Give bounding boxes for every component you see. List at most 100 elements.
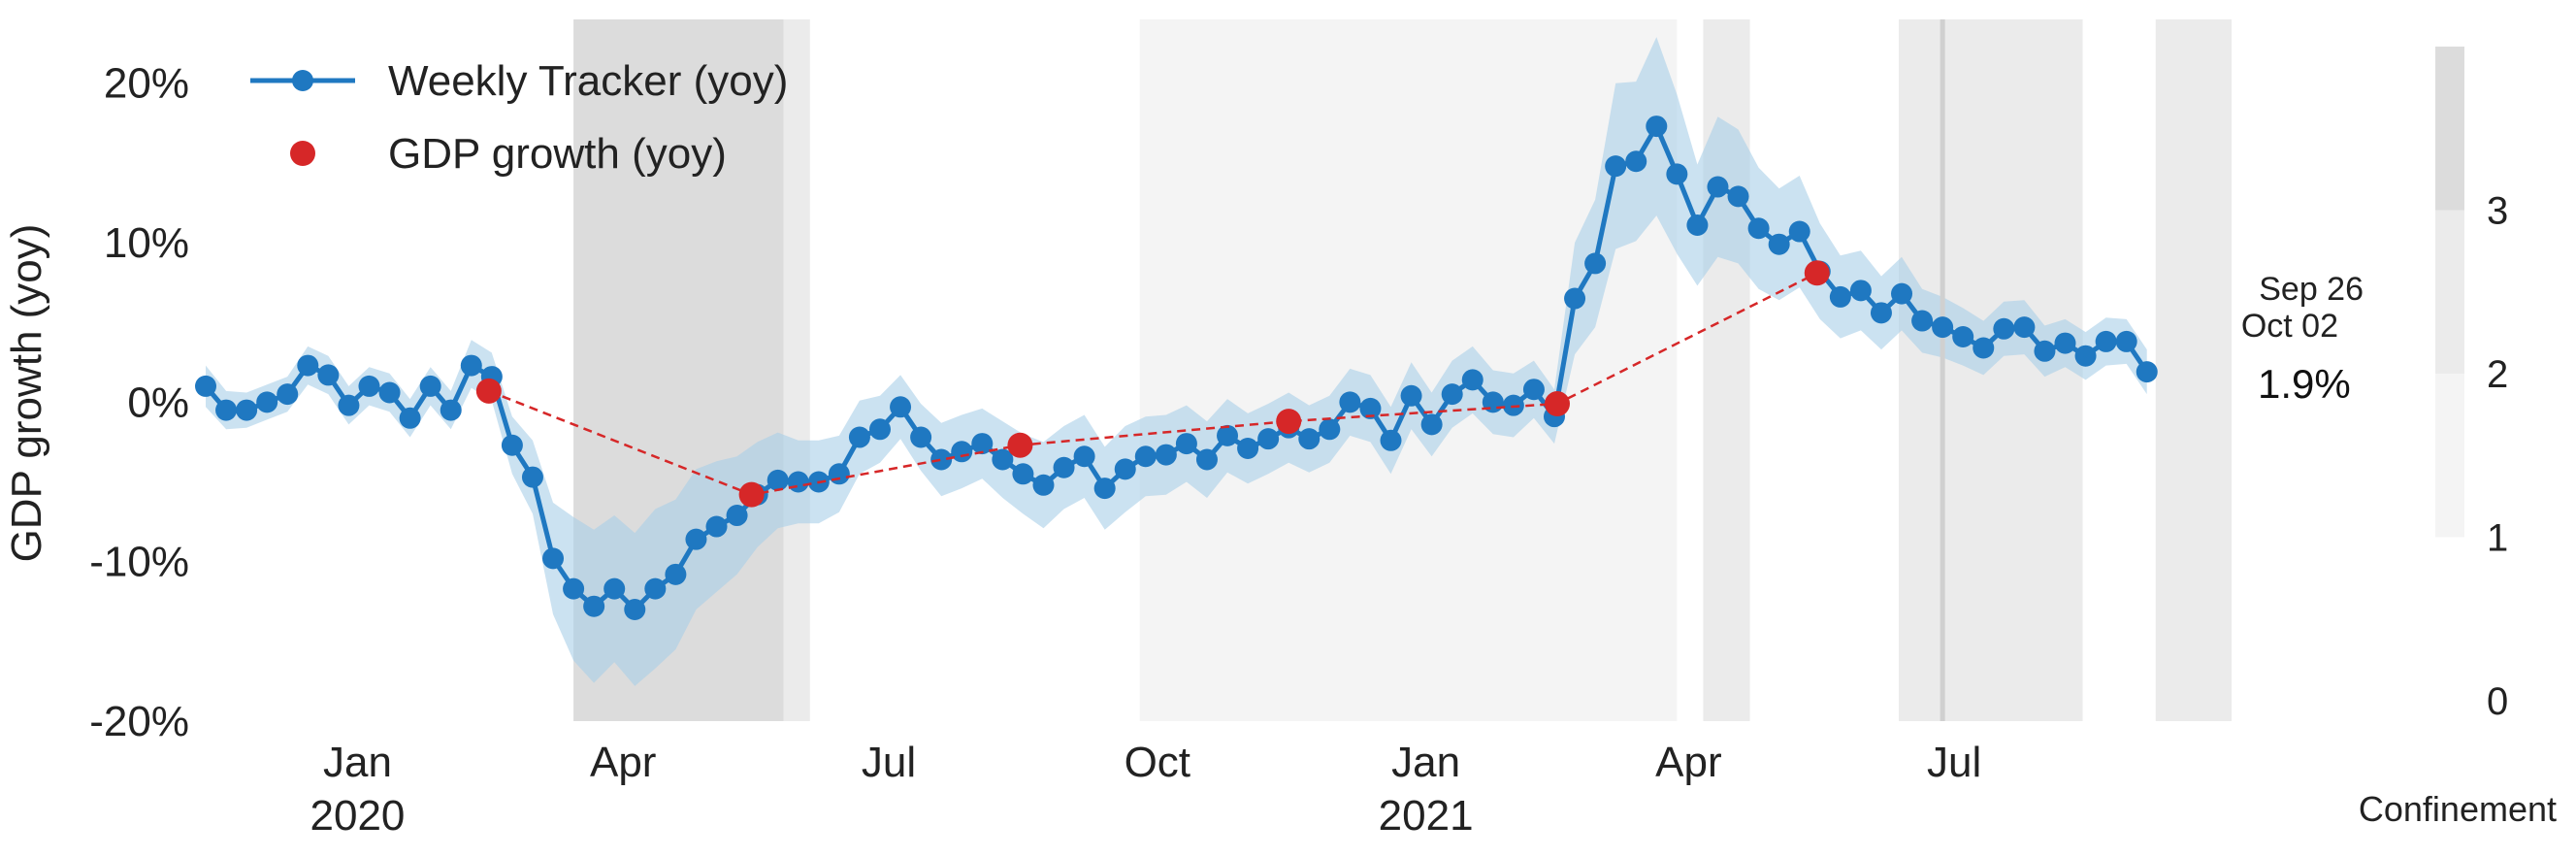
tracker-point-2020-03-15 bbox=[563, 577, 585, 600]
x-tick-label-1: Apr bbox=[590, 739, 656, 786]
tracker-point-2020-11-29 bbox=[1319, 418, 1341, 441]
tracker-point-2021-07-04 bbox=[1952, 325, 1974, 347]
tracker-point-2020-10-04 bbox=[1155, 444, 1177, 466]
x-tick-label-5: Apr bbox=[1655, 739, 1721, 786]
tracker-point-2019-12-15 bbox=[297, 354, 319, 377]
legend-item-gdp: GDP growth (yoy) bbox=[290, 130, 727, 178]
gdp-point-2021-02-15 bbox=[1545, 391, 1571, 417]
confinement-period-2 bbox=[783, 19, 810, 721]
tracker-point-2020-10-18 bbox=[1195, 448, 1218, 471]
tracker-point-2020-12-13 bbox=[1359, 397, 1382, 419]
tracker-point-2020-04-26 bbox=[685, 528, 707, 550]
tracker-point-2021-07-18 bbox=[1993, 317, 2015, 340]
colorbar-segment-3 bbox=[2435, 47, 2464, 211]
legend: Weekly Tracker (yoy) GDP growth (yoy) bbox=[250, 57, 788, 178]
tracker-point-2021-08-01 bbox=[2034, 340, 2056, 362]
tracker-point-2021-07-11 bbox=[1973, 337, 1995, 359]
tracker-point-2020-08-30 bbox=[1053, 456, 1075, 478]
confidence-band-layer bbox=[206, 37, 2147, 686]
tracker-point-2020-11-01 bbox=[1237, 438, 1259, 460]
tracker-point-2020-08-23 bbox=[1032, 474, 1055, 496]
annotation-latest-value: 1.9% bbox=[2258, 361, 2351, 407]
tracker-point-2020-09-06 bbox=[1073, 445, 1095, 468]
tracker-point-2021-04-25 bbox=[1747, 217, 1770, 240]
weekly-tracker-series bbox=[195, 115, 2158, 620]
tracker-point-2020-11-22 bbox=[1298, 428, 1321, 450]
tracker-point-2019-12-22 bbox=[317, 364, 340, 386]
colorbar-segment-2 bbox=[2435, 210, 2464, 374]
tracker-point-2020-04-05 bbox=[624, 598, 646, 620]
tracker-point-2020-05-10 bbox=[726, 505, 748, 527]
tracker-point-2020-05-03 bbox=[705, 515, 728, 538]
tracker-point-2021-03-21 bbox=[1646, 115, 1668, 138]
y-tick-label-0: -20% bbox=[89, 698, 189, 745]
gdp-dashed-line bbox=[488, 272, 1818, 496]
tracker-point-2020-09-20 bbox=[1114, 458, 1136, 480]
tracker-point-2020-08-09 bbox=[992, 448, 1014, 471]
annotation-date-2: Oct 02 bbox=[2241, 308, 2338, 345]
gdp-point-2020-02-15 bbox=[475, 378, 502, 404]
tracker-point-2021-07-25 bbox=[2013, 316, 2036, 339]
tracker-point-2020-08-02 bbox=[971, 433, 994, 455]
tracker-point-2021-08-29 bbox=[2115, 330, 2137, 352]
legend-gdp-label: GDP growth (yoy) bbox=[388, 130, 727, 178]
legend-gdp-dot-icon bbox=[290, 141, 315, 166]
tracker-point-2021-04-18 bbox=[1727, 185, 1749, 208]
colorbar-tick-2: 2 bbox=[2487, 353, 2508, 396]
x-axis: Jan 2020 Apr Jul Oct Jan 2021 Apr Jul bbox=[310, 739, 1982, 840]
tracker-point-2021-06-06 bbox=[1870, 302, 1892, 324]
tracker-point-2021-01-03 bbox=[1420, 413, 1443, 436]
tracker-point-2020-06-21 bbox=[848, 426, 870, 448]
tracker-point-2021-06-13 bbox=[1891, 282, 1913, 305]
tracker-point-2021-01-17 bbox=[1461, 369, 1484, 391]
tracker-point-2021-04-04 bbox=[1686, 214, 1709, 236]
tracker-point-2020-12-20 bbox=[1380, 429, 1402, 451]
x-tick-label-0: Jan bbox=[323, 739, 392, 786]
colorbar-tick-0: 0 bbox=[2487, 680, 2508, 723]
tracker-point-2020-12-27 bbox=[1400, 384, 1422, 407]
tracker-point-2019-11-17 bbox=[215, 399, 238, 421]
tracker-point-2021-06-20 bbox=[1911, 310, 1934, 332]
gdp-point-2021-05-15 bbox=[1804, 260, 1830, 286]
tracker-point-2019-12-29 bbox=[338, 394, 360, 416]
confinement-colorbar: 0 1 2 3 bbox=[2435, 47, 2508, 723]
tracker-point-2020-08-16 bbox=[1012, 463, 1034, 485]
tracker-point-2020-12-06 bbox=[1339, 391, 1361, 413]
tracker-point-2020-04-12 bbox=[644, 577, 667, 600]
tracker-point-2021-02-07 bbox=[1522, 379, 1545, 401]
y-axis: -20% -10% 0% 10% 20% bbox=[89, 60, 189, 745]
tracker-point-2020-04-19 bbox=[665, 563, 687, 585]
colorbar-segment-1 bbox=[2435, 374, 2464, 538]
tracker-point-2020-02-23 bbox=[501, 434, 523, 456]
legend-tracker-label: Weekly Tracker (yoy) bbox=[388, 57, 788, 105]
annotation-date-1: Sep 26 bbox=[2259, 271, 2364, 308]
tracker-point-2019-11-24 bbox=[236, 399, 258, 421]
tracker-point-2020-05-24 bbox=[766, 469, 789, 491]
tracker-point-2021-05-09 bbox=[1788, 220, 1810, 243]
tracker-point-2019-12-01 bbox=[256, 391, 278, 413]
y-tick-label-1: -10% bbox=[89, 539, 189, 586]
tracker-point-2020-01-05 bbox=[358, 375, 380, 397]
tracker-point-2020-06-14 bbox=[828, 463, 850, 485]
tracker-point-2021-05-23 bbox=[1829, 285, 1851, 308]
tracker-point-2021-03-14 bbox=[1625, 150, 1647, 173]
confidence-band bbox=[206, 37, 2147, 686]
confinement-shading bbox=[573, 19, 2232, 721]
y-tick-label-2: 0% bbox=[127, 379, 189, 426]
gdp-point-2020-08-15 bbox=[1007, 432, 1033, 458]
tracker-point-2020-10-25 bbox=[1217, 424, 1239, 446]
tracker-point-2020-06-28 bbox=[868, 418, 891, 441]
tracker-point-2021-02-21 bbox=[1564, 287, 1586, 310]
tracker-point-2021-08-15 bbox=[2074, 345, 2097, 367]
tracker-point-2020-07-05 bbox=[890, 396, 912, 418]
x-tick-label-2: Jul bbox=[862, 739, 916, 786]
gdp-growth-series bbox=[475, 260, 1830, 508]
y-tick-label-4: 20% bbox=[104, 60, 189, 108]
colorbar-label: Confinement bbox=[2359, 789, 2557, 829]
tracker-point-2020-10-11 bbox=[1175, 433, 1197, 455]
tracker-point-2021-05-02 bbox=[1768, 233, 1790, 255]
tracker-point-2020-03-29 bbox=[603, 577, 626, 600]
tracker-point-2021-09-05 bbox=[2136, 361, 2158, 383]
tracker-point-2020-07-26 bbox=[951, 441, 973, 463]
x-tick-label-4: Jan bbox=[1391, 739, 1460, 786]
